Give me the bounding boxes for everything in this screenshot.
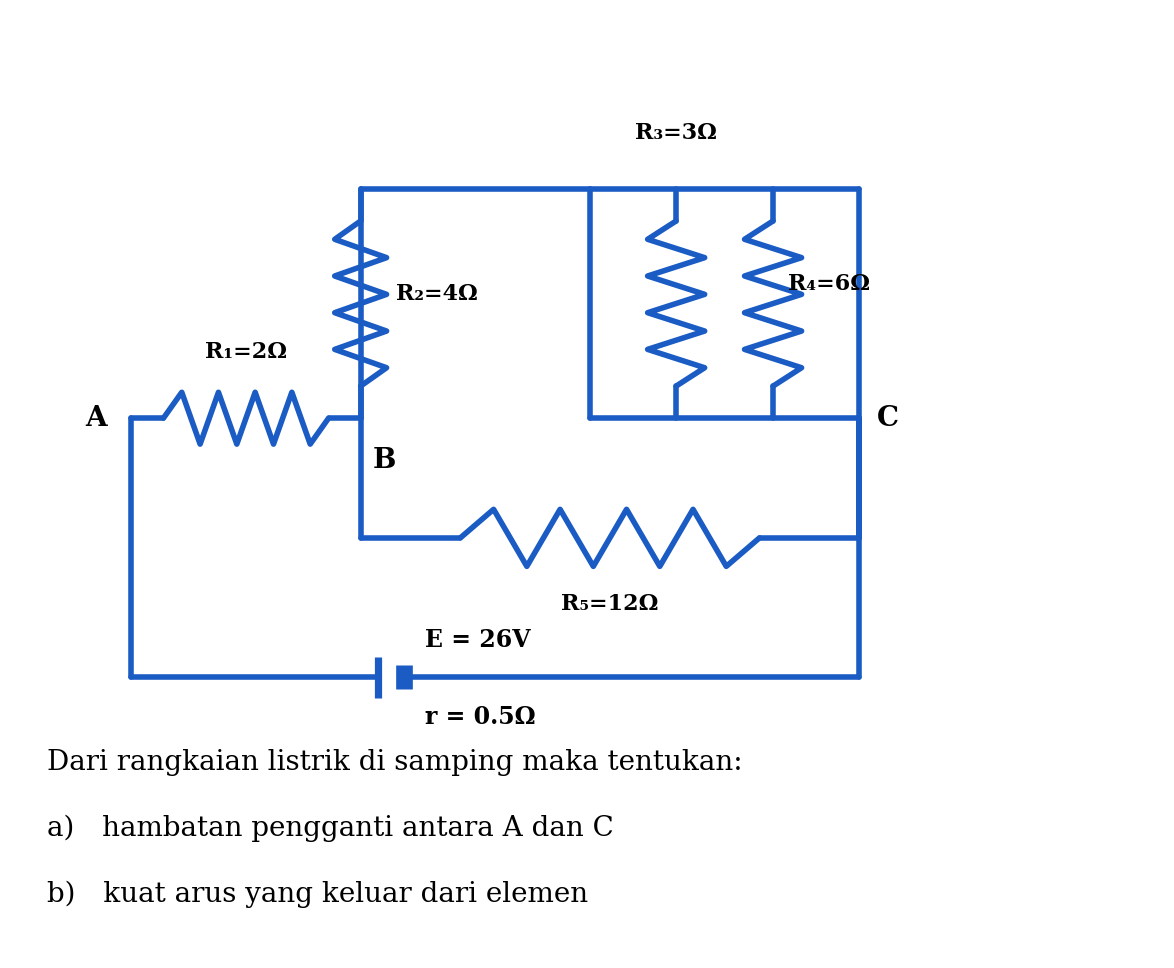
Text: Dari rangkaian listrik di samping maka tentukan:: Dari rangkaian listrik di samping maka t… [47,749,742,776]
Text: A: A [85,405,107,432]
Text: B: B [372,446,396,473]
Text: R₃=3Ω: R₃=3Ω [635,122,717,144]
Text: R₄=6Ω: R₄=6Ω [788,273,870,294]
Text: R₅=12Ω: R₅=12Ω [561,592,659,615]
Text: b) kuat arus yang keluar dari elemen: b) kuat arus yang keluar dari elemen [47,881,588,908]
Text: r = 0.5Ω: r = 0.5Ω [425,706,537,729]
Text: C: C [877,405,899,432]
Text: R₁=2Ω: R₁=2Ω [205,342,286,363]
Text: E = 26V: E = 26V [425,627,531,651]
Text: R₂=4Ω: R₂=4Ω [396,283,478,305]
Text: a) hambatan pengganti antara A dan C: a) hambatan pengganti antara A dan C [47,815,613,842]
